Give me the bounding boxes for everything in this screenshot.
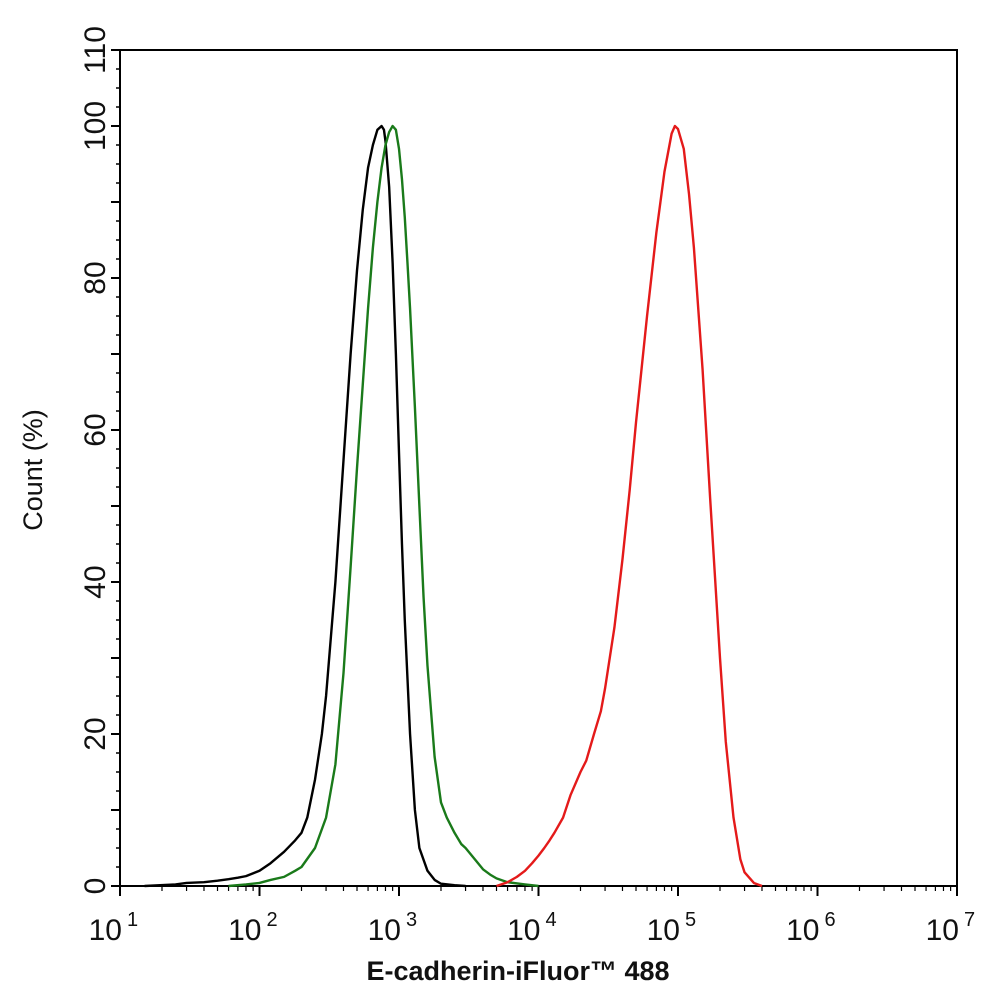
y-axis: 0 20 40 60 80 100 110: [79, 26, 120, 894]
x-tick-exponent: 4: [546, 909, 557, 931]
series-group: [144, 124, 763, 888]
series-line-3: [496, 124, 763, 888]
x-tick-label: 10: [89, 914, 122, 947]
x-axis: 10 1 10 2 10 3 10 4 10 5 10 6 10 7: [89, 886, 975, 947]
x-tick-label: 10: [228, 914, 261, 947]
x-tick-exponent: 5: [685, 909, 696, 931]
y-axis-title: Count (%): [18, 409, 48, 531]
x-tick-exponent: 2: [267, 909, 278, 931]
x-tick-label: 10: [647, 914, 680, 947]
x-tick-exponent: 1: [127, 909, 138, 931]
x-tick-label: 10: [786, 914, 819, 947]
y-tick-label: 80: [79, 261, 112, 294]
x-axis-title: E-cadherin-iFluor™ 488: [366, 956, 669, 986]
x-tick-label: 10: [368, 914, 401, 947]
y-tick-label: 60: [79, 413, 112, 446]
y-tick-label: 40: [79, 565, 112, 598]
series-line-1: [144, 124, 466, 888]
plot-frame: [119, 49, 958, 887]
y-tick-label: 100: [79, 101, 112, 151]
x-tick-label: 10: [926, 914, 959, 947]
x-tick-exponent: 3: [406, 909, 417, 931]
y-tick-label: 0: [79, 878, 112, 895]
x-tick-exponent: 7: [964, 909, 975, 931]
y-tick-label: 110: [79, 26, 112, 74]
y-tick-label: 20: [79, 717, 112, 750]
series-line-2: [228, 124, 539, 888]
x-tick-exponent: 6: [825, 909, 836, 931]
x-tick-label: 10: [507, 914, 540, 947]
